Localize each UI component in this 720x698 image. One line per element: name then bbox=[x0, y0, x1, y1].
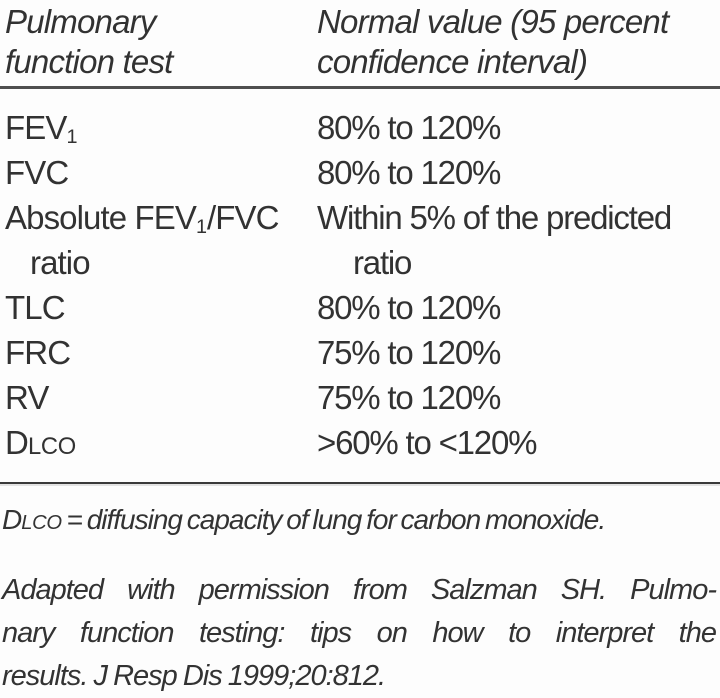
test-name-cell: FRC bbox=[5, 334, 71, 371]
header-test-column: Pulmonary function test bbox=[5, 2, 317, 82]
table-row-dlco: DLCO >60% to <120% bbox=[5, 420, 720, 469]
subscript: 1 bbox=[195, 215, 207, 238]
test-name-cell: RV bbox=[5, 379, 49, 416]
attribution-line1: Adapted with permission from Salzman SH.… bbox=[2, 574, 717, 606]
footnote-definition: DLCO = diffusing capacity of lung for ca… bbox=[0, 504, 720, 539]
normal-value-line1: Within 5% of the predicted bbox=[317, 199, 672, 236]
attribution-line2: nary function testing: tips on how to in… bbox=[2, 617, 717, 649]
header-value-line1: Normal value (95 percent bbox=[317, 3, 669, 40]
normal-value-cell: >60% to <120% bbox=[317, 424, 537, 461]
test-name: FEV bbox=[5, 109, 67, 146]
header-test-line2: function test bbox=[5, 43, 173, 80]
normal-value-cell: 80% to 120% bbox=[317, 109, 501, 146]
test-name: D bbox=[5, 424, 29, 461]
footer-divider-rule bbox=[0, 482, 720, 484]
attribution-line3: results. J Resp Dis 1999;20:812. bbox=[2, 660, 386, 692]
test-name-cell: FEV1 bbox=[5, 105, 317, 150]
test-name: Absolute FEV bbox=[5, 199, 197, 236]
table-header: Pulmonary function test Normal value (95… bbox=[0, 2, 720, 82]
definition-text: = diffusing capacity of lung for carbon … bbox=[61, 504, 607, 535]
normal-value-cell: 80% to 120% bbox=[317, 154, 501, 191]
table-body: FEV1 80% to 120% FVC 80% to 120% Absolut… bbox=[0, 89, 720, 469]
header-value-column: Normal value (95 percent confidence inte… bbox=[317, 2, 720, 82]
test-name-cell: DLCO bbox=[5, 420, 317, 469]
test-name-line1: Absolute FEV1/FVC bbox=[5, 195, 317, 240]
normal-value-cell: 75% to 120% bbox=[317, 334, 501, 371]
normal-value-cell: 80% to 120% bbox=[317, 289, 501, 326]
normal-value-cell: Within 5% of the predicted ratio bbox=[317, 195, 720, 285]
table-row-fev1: FEV1 80% to 120% bbox=[5, 105, 720, 150]
normal-value-line2: ratio bbox=[353, 244, 412, 281]
header-value-line2: confidence interval) bbox=[317, 43, 588, 80]
small-caps: LCO bbox=[21, 512, 62, 534]
test-name-cell: FVC bbox=[5, 154, 69, 191]
test-name-cell: Absolute FEV1/FVC ratio bbox=[5, 195, 317, 285]
table-row-fev1-fvc-ratio: Absolute FEV1/FVC ratio Within 5% of the… bbox=[5, 195, 720, 285]
table-row-frc: FRC 75% to 120% bbox=[5, 330, 720, 375]
subscript: 1 bbox=[66, 125, 78, 148]
header-divider-rule bbox=[0, 86, 720, 89]
test-name-suffix: /FVC bbox=[207, 199, 279, 236]
table-row-fvc: FVC 80% to 120% bbox=[5, 150, 720, 195]
small-caps: LCO bbox=[27, 433, 76, 460]
normal-value-cell: 75% to 120% bbox=[317, 379, 501, 416]
table-row-rv: RV 75% to 120% bbox=[5, 375, 720, 420]
table-row-tlc: TLC 80% to 120% bbox=[5, 285, 720, 330]
abbr-letter: D bbox=[2, 504, 22, 535]
test-name-line2: ratio bbox=[30, 244, 91, 281]
test-name-cell: TLC bbox=[5, 289, 66, 326]
footnote-attribution: Adapted with permission from Salzman SH.… bbox=[0, 569, 720, 698]
header-test-line1: Pulmonary bbox=[5, 3, 156, 40]
